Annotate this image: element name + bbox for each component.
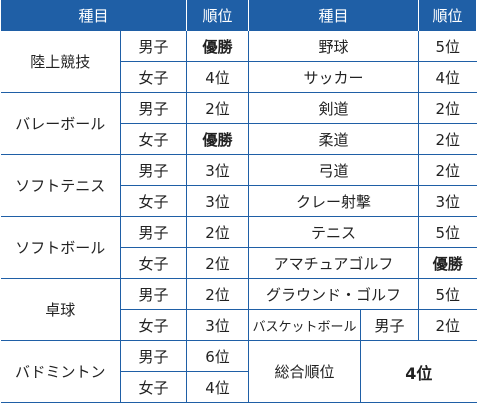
table-row: 女子 3位 クレー射撃 3位	[1, 185, 477, 217]
rank-cell: 優勝	[186, 30, 250, 62]
rank-cell: 6位	[186, 340, 250, 372]
sport-name: 野球	[248, 30, 420, 62]
table-row: 女子 4位	[1, 371, 477, 403]
gender-cell: 男子	[119, 216, 188, 248]
header-rank-left: 順位	[186, 0, 250, 31]
rank-cell: 2位	[186, 278, 250, 310]
gender-cell: 男子	[119, 30, 188, 62]
rank-cell: 2位	[186, 92, 250, 124]
table-row: バドミントン 男子 6位 総合順位 4位	[0, 340, 477, 403]
total-label: 総合順位	[248, 340, 362, 403]
sport-name: クレー射撃	[248, 185, 420, 217]
gender-cell: 女子	[120, 371, 188, 403]
table-row: 女子 2位 アマチュアゴルフ 優勝	[1, 247, 477, 279]
sport-name: サッカー	[248, 61, 420, 93]
gender-cell: 女子	[120, 123, 188, 155]
header-rank-right: 順位	[418, 0, 478, 31]
rank-cell: 3位	[186, 154, 250, 186]
header-event-right: 種目	[248, 0, 420, 31]
rank-cell: 2位	[186, 216, 250, 248]
gender-cell: 男子	[119, 154, 188, 186]
rank-cell: 5位	[418, 216, 477, 248]
rank-cell: 4位	[186, 371, 249, 403]
table-row: ソフトボール 男子 2位 テニス 5位	[0, 216, 477, 279]
gender-cell: 女子	[120, 61, 188, 93]
table-row: バレーボール 男子 2位 剣道 2位	[0, 92, 477, 155]
sport-name: グラウンド・ゴルフ	[248, 278, 420, 310]
gender-cell: 女子	[120, 185, 188, 217]
table-row: 卓球 男子 2位 グラウンド・ゴルフ 5位	[0, 278, 477, 341]
sport-name: 陸上競技	[0, 30, 121, 93]
rank-cell: 3位	[186, 309, 250, 341]
rank-cell: 優勝	[418, 247, 477, 279]
sport-name: ソフトテニス	[0, 154, 121, 217]
gender-cell: 女子	[120, 309, 188, 341]
rank-cell: 2位	[418, 123, 477, 155]
results-table: 種目 順位 種目 順位 陸上競技 男子 優勝 野球 5位 女子 4位 サッカー …	[0, 0, 478, 403]
gender-cell: 男子	[119, 92, 188, 124]
table-row: 女子 3位 バスケットボール 男子 2位	[1, 309, 477, 341]
sport-name: バレーボール	[0, 92, 121, 155]
rank-cell: 5位	[418, 278, 477, 310]
rank-cell: 2位	[186, 247, 250, 279]
sport-name: アマチュアゴルフ	[248, 247, 420, 279]
gender-cell: 女子	[120, 247, 188, 279]
sport-name: テニス	[248, 216, 420, 248]
rank-cell: 2位	[418, 309, 477, 341]
rank-cell: 3位	[186, 185, 250, 217]
table-row: 陸上競技 男子 優勝 野球 5位	[0, 30, 477, 93]
sport-name: 弓道	[248, 154, 420, 186]
rank-cell: 2位	[418, 92, 477, 124]
sport-name: ソフトボール	[0, 216, 121, 279]
gender-cell: 男子	[119, 278, 188, 310]
rank-cell: 4位	[418, 61, 477, 93]
gender-cell: 男子	[360, 309, 420, 341]
total-value: 4位	[360, 340, 477, 403]
sport-name: 剣道	[248, 92, 420, 124]
table-row: ソフトテニス 男子 3位 弓道 2位	[0, 154, 477, 217]
header-row: 種目 順位 種目 順位	[0, 0, 478, 31]
table-row: 女子 優勝 柔道 2位	[1, 123, 477, 155]
sport-name: 柔道	[248, 123, 420, 155]
rank-cell: 4位	[186, 61, 250, 93]
gender-cell: 男子	[119, 340, 188, 372]
rank-cell: 5位	[418, 30, 477, 62]
sport-name: バドミントン	[0, 340, 121, 403]
sport-name: バスケットボール	[248, 309, 362, 341]
header-event-left: 種目	[0, 0, 188, 31]
rank-cell: 優勝	[186, 123, 250, 155]
sport-name: 卓球	[0, 278, 121, 341]
rank-cell: 2位	[418, 154, 477, 186]
rank-cell: 3位	[418, 185, 477, 217]
